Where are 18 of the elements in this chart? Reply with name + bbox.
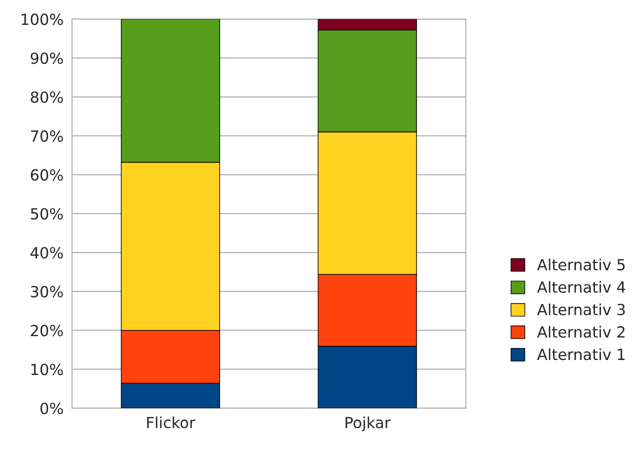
y-tick-label: 20% [30, 324, 63, 336]
y-tick-label: 40% [30, 246, 63, 259]
y-tick-label: 70% [31, 130, 63, 142]
x-tick-label: Flickor [147, 416, 196, 428]
legend-label: Alternativ 4 [537, 281, 626, 293]
legend-label: Alternativ 3 [537, 303, 625, 316]
legend-label: Alternativ 5 [537, 258, 625, 270]
y-tick-label: 0% [40, 402, 63, 414]
y-tick-label: 60% [30, 169, 63, 181]
y-tick-label: 90% [30, 52, 63, 64]
y-tick-label: 30% [30, 286, 63, 298]
y-tick-label: 50% [30, 208, 63, 220]
legend-label: Alternativ 2 [537, 326, 624, 338]
y-tick-label: 100% [22, 14, 63, 26]
legend-label: Alternativ 1 [537, 348, 625, 360]
y-tick-label: 80% [30, 91, 63, 103]
x-tick-label: Pojkar [346, 416, 391, 432]
y-tick-label: 10% [31, 364, 63, 376]
